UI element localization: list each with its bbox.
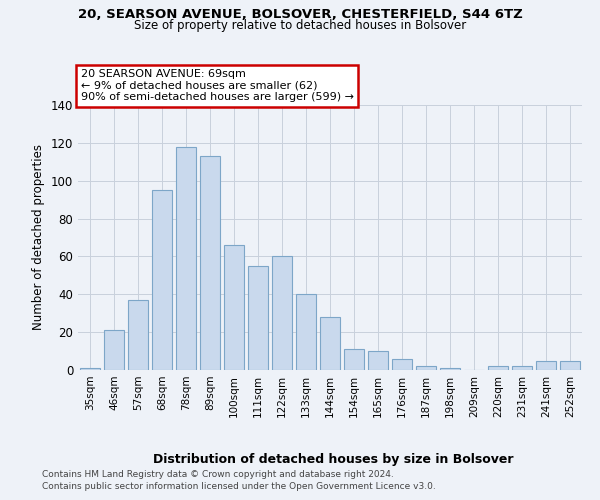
Bar xyxy=(368,351,388,370)
Text: Contains public sector information licensed under the Open Government Licence v3: Contains public sector information licen… xyxy=(42,482,436,491)
Text: 20 SEARSON AVENUE: 69sqm
← 9% of detached houses are smaller (62)
90% of semi-de: 20 SEARSON AVENUE: 69sqm ← 9% of detache… xyxy=(81,69,354,102)
Text: 20, SEARSON AVENUE, BOLSOVER, CHESTERFIELD, S44 6TZ: 20, SEARSON AVENUE, BOLSOVER, CHESTERFIE… xyxy=(77,8,523,20)
Bar xyxy=(80,368,100,370)
Bar xyxy=(488,366,508,370)
Text: Size of property relative to detached houses in Bolsover: Size of property relative to detached ho… xyxy=(134,19,466,32)
Bar xyxy=(272,256,292,370)
Bar xyxy=(224,245,244,370)
Bar xyxy=(104,330,124,370)
Y-axis label: Number of detached properties: Number of detached properties xyxy=(32,144,45,330)
Bar xyxy=(248,266,268,370)
Bar xyxy=(152,190,172,370)
Text: Contains HM Land Registry data © Crown copyright and database right 2024.: Contains HM Land Registry data © Crown c… xyxy=(42,470,394,479)
Bar xyxy=(320,317,340,370)
Bar xyxy=(128,300,148,370)
Bar xyxy=(176,146,196,370)
Bar xyxy=(416,366,436,370)
Bar xyxy=(512,366,532,370)
Bar xyxy=(560,360,580,370)
Bar xyxy=(344,349,364,370)
Bar xyxy=(200,156,220,370)
Bar xyxy=(296,294,316,370)
Text: Distribution of detached houses by size in Bolsover: Distribution of detached houses by size … xyxy=(153,452,513,466)
Bar xyxy=(536,360,556,370)
Bar xyxy=(440,368,460,370)
Bar xyxy=(392,358,412,370)
